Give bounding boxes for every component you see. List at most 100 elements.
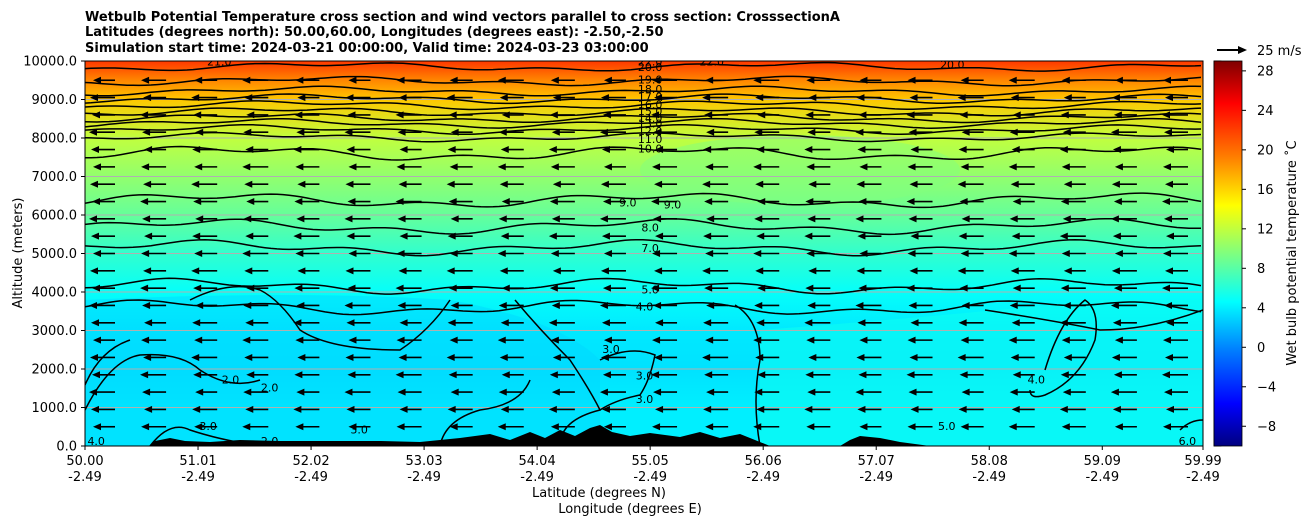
quiver-key-arrowhead [1238,46,1247,54]
wind-arrowhead [1010,94,1019,102]
wind-arrowhead [957,267,966,275]
wind-arrowhead [1164,301,1172,309]
wind-arrowhead [90,267,98,275]
wind-arrowhead [1114,163,1123,171]
wind-arrowhead [599,388,608,396]
wind-arrowhead [194,163,203,171]
x-tick-label-lon: -2.49 [1186,470,1220,485]
wind-arrowhead [245,405,254,413]
wind-arrowhead [808,353,817,361]
wind-arrowhead [1063,94,1072,102]
wind-arrowhead [654,180,663,188]
wind-arrowhead [753,76,762,84]
wind-arrowhead [395,371,404,379]
wind-arrowhead [398,94,407,102]
wind-arrowhead [859,423,868,431]
wind-arrowhead [191,94,200,102]
wind-arrowhead [1114,423,1123,431]
wind-arrowhead [1008,423,1017,431]
wind-arrowhead [1112,146,1121,154]
wind-arrowhead [446,94,455,102]
wind-arrowhead [1059,146,1068,154]
wind-arrowhead [754,215,763,223]
wind-arrowhead [497,250,506,257]
wind-arrowhead [910,232,919,240]
wind-arrowhead [1008,76,1017,84]
wind-arrowhead [93,163,101,171]
title-line-1: Wetbulb Potential Temperature cross sect… [85,10,840,25]
wind-arrowhead [91,146,99,154]
wind-arrowhead [1162,371,1170,379]
wind-arrowhead [1113,371,1122,379]
wind-arrowhead [856,94,865,102]
y-tick-label: 0.0 [56,440,77,455]
wind-arrowhead [447,232,456,240]
wind-arrowhead [550,336,559,344]
wind-arrowhead [705,76,714,84]
wind-arrowhead [856,267,865,275]
wind-arrowhead [857,232,866,240]
wind-arrowhead [397,215,406,223]
wind-arrowhead [89,215,97,223]
wind-arrowhead [856,180,865,188]
wind-arrowhead [91,232,99,240]
wind-arrowhead [1113,284,1122,292]
wind-arrowhead [959,284,968,292]
wind-arrowhead [90,180,98,188]
wind-arrowhead [450,215,459,223]
wind-arrowhead [346,146,355,154]
wind-arrowhead [909,94,918,102]
wind-arrowhead [192,319,201,327]
wind-arrowhead [702,180,711,188]
wind-arrowhead [193,198,202,206]
wind-arrowhead [242,250,251,257]
wind-arrowhead [245,146,254,154]
wind-arrowhead [704,111,713,119]
wind-arrowhead [449,336,458,344]
x-tick-label-lat: 59.09 [1084,454,1121,469]
contour-label: 14.0 [638,112,663,125]
wind-arrowhead [858,371,867,379]
wind-arrowhead [1111,353,1120,361]
wind-arrowhead [1166,405,1174,413]
wind-arrowhead [702,267,711,275]
wind-arrowhead [653,388,662,396]
wind-arrowhead [497,336,506,344]
contour-label: 20.0 [940,59,965,72]
wind-arrowhead [908,215,917,223]
wind-arrowhead [958,232,967,240]
wind-arrowhead [552,94,561,102]
wind-arrowhead [960,163,969,171]
wind-arrowhead [549,111,558,119]
contour-label: 5.0 [641,283,659,296]
x-tick-label-lat: 55.05 [632,454,669,469]
wind-arrowhead [907,336,916,344]
contour-label: 9.0 [619,196,637,209]
wind-arrowhead [397,301,406,309]
wind-arrowhead [756,232,765,240]
wind-arrowhead [1011,319,1020,327]
contour-label: 4.0 [1028,374,1046,387]
wind-arrowhead [501,371,510,379]
x-tick-label-lat: 56.06 [745,454,782,469]
wind-arrowhead [500,232,509,240]
x-tick-label-lat: 53.03 [405,454,442,469]
wind-arrowhead [806,250,815,257]
wind-arrowhead [550,163,559,171]
wind-arrowhead [396,250,405,257]
wind-arrowhead [1111,94,1120,102]
contour-labels: 22.020.019.018.017.016.015.014.013.012.0… [87,59,1196,446]
wind-arrowhead [753,336,762,344]
contour-7 [85,238,1202,257]
wind-arrowhead [192,146,201,154]
wind-arrowhead [297,267,306,275]
wind-arrowhead [1112,405,1121,413]
wind-arrowhead [399,232,408,240]
y-tick-label: 10000.0 [23,55,77,70]
wind-arrowhead [497,76,506,84]
contour-20 [85,61,1202,72]
wind-arrowhead [93,336,101,344]
wind-arrowhead [498,128,507,136]
wind-arrowhead [1111,267,1120,275]
contour-label: 17.0 [638,91,663,104]
